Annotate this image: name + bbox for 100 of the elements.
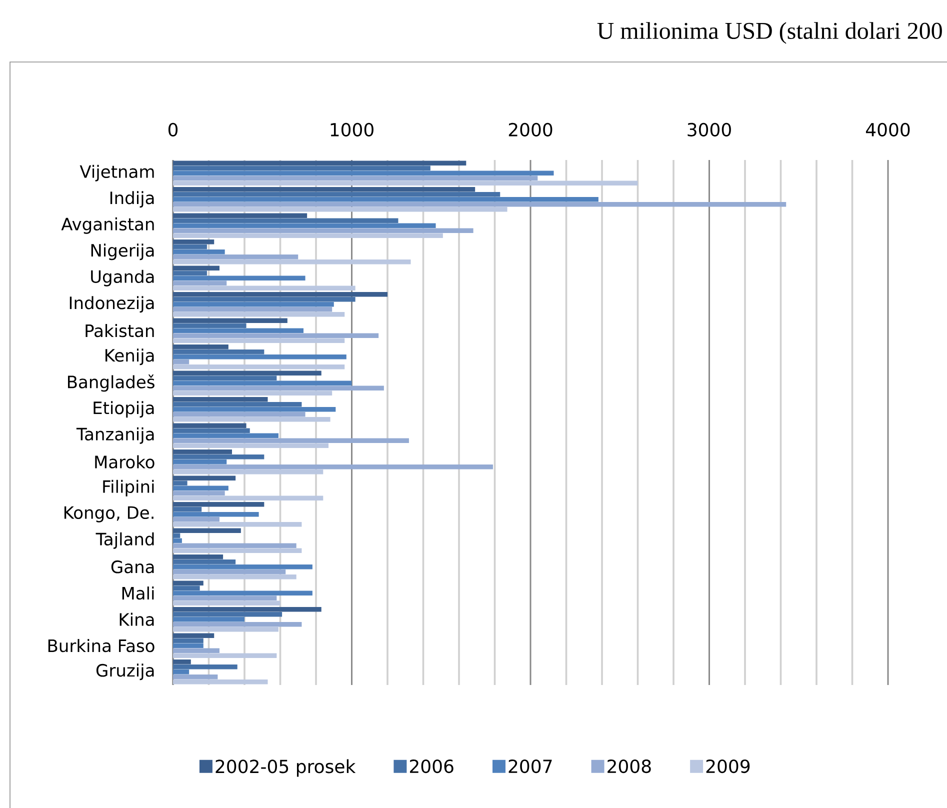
bar [173, 590, 312, 596]
bar [173, 570, 286, 574]
bar [173, 428, 250, 433]
bar [173, 533, 180, 538]
bar [173, 350, 264, 354]
x-tick-label: 0 [168, 122, 178, 136]
bar [173, 333, 379, 338]
bar [173, 464, 493, 470]
bar [173, 323, 246, 328]
bar [173, 207, 508, 212]
bar [173, 548, 302, 553]
bar [173, 312, 345, 317]
y-tick-label: Vijetnam [80, 164, 154, 182]
bar [173, 354, 346, 360]
bar [173, 192, 500, 197]
bar [173, 270, 207, 276]
y-tick-label: Indija [110, 191, 154, 208]
bar [173, 423, 246, 428]
x-tick-label: 2000 [508, 122, 552, 136]
y-tick-label: Etiopija [94, 401, 154, 418]
bar [173, 397, 268, 402]
bar [173, 564, 312, 570]
y-tick-label: Gruzija [96, 664, 154, 680]
bar [173, 454, 264, 460]
bar [173, 574, 296, 580]
bar [173, 543, 296, 548]
legend-label: 2008 [608, 759, 651, 774]
y-tick-label: Kina [120, 612, 154, 626]
bar [173, 476, 236, 480]
y-tick-label: Gana [111, 560, 154, 574]
bar [173, 496, 324, 500]
bar [173, 638, 204, 643]
x-tick-label: 1000 [330, 122, 374, 136]
bar [173, 412, 306, 417]
bar [173, 386, 384, 390]
bar [173, 538, 182, 543]
bar [173, 622, 302, 627]
y-tick-label: Bangladeš [68, 374, 154, 392]
y-tick-label: Tajland [96, 532, 154, 549]
bar [173, 202, 786, 207]
bar [173, 433, 278, 438]
bar [173, 187, 476, 192]
y-tick-label: Kongo, De. [64, 506, 154, 522]
y-tick-label: Kenija [106, 348, 154, 366]
bar [173, 612, 282, 617]
y-tick-label: Filipini [103, 480, 154, 496]
bar [173, 502, 264, 507]
bar [173, 307, 332, 312]
bar [173, 244, 207, 250]
bar [173, 286, 356, 290]
bar [173, 254, 298, 260]
bar [173, 480, 188, 486]
bar [173, 260, 411, 264]
bar [173, 223, 436, 228]
bar [173, 170, 554, 176]
bar [173, 233, 443, 238]
y-tick-label: Nigerija [91, 244, 154, 260]
bar [173, 600, 280, 606]
bar [173, 517, 220, 522]
bar [173, 176, 538, 180]
bar [173, 218, 398, 223]
chart-title: U milionima USD (stalni dolari 200 [597, 22, 942, 44]
legend-label: 2002-05 prosek [216, 759, 356, 777]
bar [173, 528, 241, 533]
bar [173, 302, 334, 307]
bar [173, 653, 277, 658]
bar [173, 470, 324, 474]
bar [173, 660, 191, 664]
bar [173, 328, 304, 333]
bar [173, 228, 474, 233]
bar [173, 443, 329, 448]
bar [173, 240, 214, 244]
y-tick-label: Uganda [91, 270, 154, 286]
legend-label: 2009 [706, 759, 750, 774]
bar [173, 627, 278, 632]
bar [173, 344, 228, 350]
bar [173, 417, 330, 422]
bar [173, 560, 236, 564]
bar [173, 490, 225, 496]
bar [173, 680, 268, 684]
y-tick-label: Maroko [95, 455, 154, 468]
bar [173, 380, 352, 386]
bar [173, 512, 259, 517]
bar [173, 390, 332, 396]
bar [173, 318, 288, 323]
bar [173, 486, 228, 490]
bar [173, 407, 336, 412]
bar [173, 522, 302, 527]
bar [173, 297, 356, 302]
bar [173, 402, 302, 407]
bar [173, 450, 232, 454]
bar [173, 507, 202, 512]
bar [173, 648, 220, 653]
bar [173, 266, 220, 270]
bar [173, 664, 238, 670]
y-tick-label: Pakistan [86, 324, 154, 338]
bar [173, 280, 227, 286]
bar [173, 596, 277, 600]
bar [173, 213, 308, 218]
bar [173, 633, 214, 638]
